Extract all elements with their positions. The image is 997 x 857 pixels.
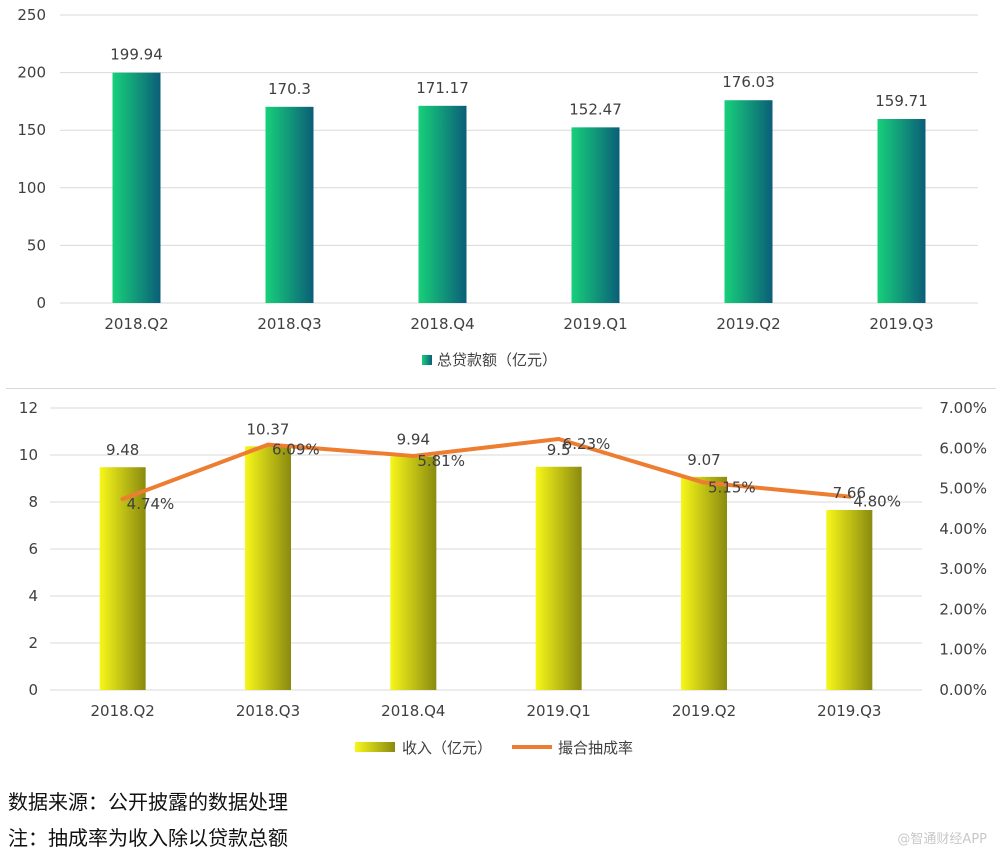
y2-tick-label: 4.00% [939, 520, 987, 538]
watermark: @智通财经APP [897, 832, 987, 847]
data-label: 176.03 [722, 73, 775, 91]
legend-swatch-bar [355, 742, 395, 752]
x-axis-ticks: 2018.Q2 2018.Q3 2018.Q4 2019.Q1 2019.Q2 2019.… [104, 315, 933, 333]
legend-label-bar: 收入（亿元） [402, 739, 492, 757]
data-label: 159.71 [875, 92, 928, 110]
y-tick-label: 0 [28, 681, 38, 699]
y-axis-ticks: 0 50 100 150 200 250 [17, 6, 46, 312]
bar [265, 106, 314, 304]
line-data-label: 5.15% [708, 479, 756, 497]
legend-swatch [422, 355, 432, 365]
bar-data-label: 9.07 [687, 451, 720, 469]
x-tick-label: 2018.Q4 [410, 315, 474, 333]
legend-label: 总贷款额（亿元） [437, 351, 557, 369]
bar [826, 509, 873, 690]
y2-tick-label: 5.00% [939, 480, 987, 498]
legend: 收入（亿元） 撮合抽成率 [355, 739, 633, 757]
bar-series [112, 72, 926, 304]
y-tick-label: 200 [17, 64, 46, 82]
y-axis-ticks: 0 2 4 6 8 10 12 [19, 399, 38, 699]
y-tick-label: 100 [17, 179, 46, 197]
line-point [411, 453, 416, 458]
line-data-label: 4.80% [853, 493, 901, 511]
bar-data-label: 9.5 [547, 441, 571, 459]
y-tick-label: 6 [28, 540, 38, 558]
x-tick-label: 2018.Q3 [236, 702, 300, 720]
line-data-label: 6.23% [563, 435, 611, 453]
line-data-label: 5.81% [417, 452, 465, 470]
bar [724, 100, 773, 303]
data-labels: 9.48 10.37 9.94 9.5 9.07 7.66 4.74% 6.09% 5.81% 6… [106, 420, 901, 513]
line-data-label: 4.74% [127, 495, 175, 513]
y-tick-label: 10 [19, 446, 38, 464]
y-tick-label: 12 [19, 399, 38, 417]
y2-axis-ticks: 0.00% 1.00% 2.00% 3.00% 4.00% 5.00% 6.00% 7.00% [939, 399, 987, 699]
y2-tick-label: 0.00% [939, 681, 987, 699]
x-tick-label: 2018.Q2 [104, 315, 168, 333]
line-point [266, 442, 270, 447]
bar-data-label: 9.48 [106, 441, 139, 459]
bar-data-label: 7.66 [833, 484, 866, 502]
y2-tick-label: 3.00% [939, 560, 987, 578]
legend: 总贷款额（亿元） [422, 351, 557, 369]
revenue-combo-chart: 0 2 4 6 8 10 12 0.00% 1.00% 2.00% 3.00% 4.00% 5.00%… [19, 399, 987, 757]
bar [245, 446, 291, 690]
y-tick-label: 250 [17, 6, 46, 24]
bar-data-label: 10.37 [247, 420, 290, 438]
y-tick-label: 8 [28, 493, 38, 511]
bar [418, 105, 467, 303]
bar [877, 119, 926, 304]
x-tick-label: 2019.Q2 [716, 315, 780, 333]
legend-label-line: 撮合抽成率 [558, 739, 633, 757]
line-point [847, 494, 852, 499]
x-tick-label: 2019.Q1 [527, 702, 591, 720]
x-tick-label: 2018.Q4 [381, 702, 445, 720]
data-label: 199.94 [110, 46, 163, 64]
y-tick-label: 0 [36, 294, 46, 312]
bar-series [99, 446, 873, 690]
y2-tick-label: 6.00% [939, 439, 987, 457]
grid-lines [60, 14, 978, 304]
line-point [702, 480, 706, 485]
bar [390, 456, 437, 690]
x-tick-label: 2019.Q3 [817, 702, 881, 720]
y-tick-label: 50 [27, 236, 46, 254]
y-tick-label: 2 [28, 634, 38, 652]
bar [535, 466, 582, 690]
x-axis-ticks: 2018.Q2 2018.Q3 2018.Q4 2019.Q1 2019.Q2 2019.… [91, 702, 882, 720]
x-tick-label: 2019.Q1 [563, 315, 627, 333]
line-data-label: 6.09% [272, 441, 320, 459]
x-tick-label: 2019.Q2 [672, 702, 736, 720]
data-label: 170.3 [268, 80, 311, 98]
line-point [120, 497, 125, 502]
y2-tick-label: 1.00% [939, 641, 987, 659]
line-point [556, 437, 561, 442]
y2-tick-label: 7.00% [939, 399, 987, 417]
bar [99, 467, 146, 690]
chart-separator [6, 388, 996, 389]
y-tick-label: 150 [17, 121, 46, 139]
y-tick-label: 4 [28, 587, 38, 605]
line-path [120, 437, 852, 502]
grid-lines [50, 407, 922, 691]
bar-data-label: 9.94 [397, 430, 430, 448]
source-note: 数据来源：公开披露的数据处理 [8, 790, 288, 814]
bar [681, 476, 727, 690]
bar [112, 72, 161, 303]
line-series [120, 437, 852, 502]
data-labels: 199.94 170.3 171.17 152.47 176.03 159.71 [110, 46, 928, 119]
x-tick-label: 2018.Q2 [91, 702, 155, 720]
bar [571, 127, 620, 304]
remark-note: 注：抽成率为收入除以贷款总额 [8, 826, 288, 850]
data-label: 171.17 [416, 79, 469, 97]
data-label: 152.47 [569, 100, 622, 118]
x-tick-label: 2019.Q3 [869, 315, 933, 333]
x-tick-label: 2018.Q3 [257, 315, 321, 333]
y2-tick-label: 2.00% [939, 600, 987, 618]
